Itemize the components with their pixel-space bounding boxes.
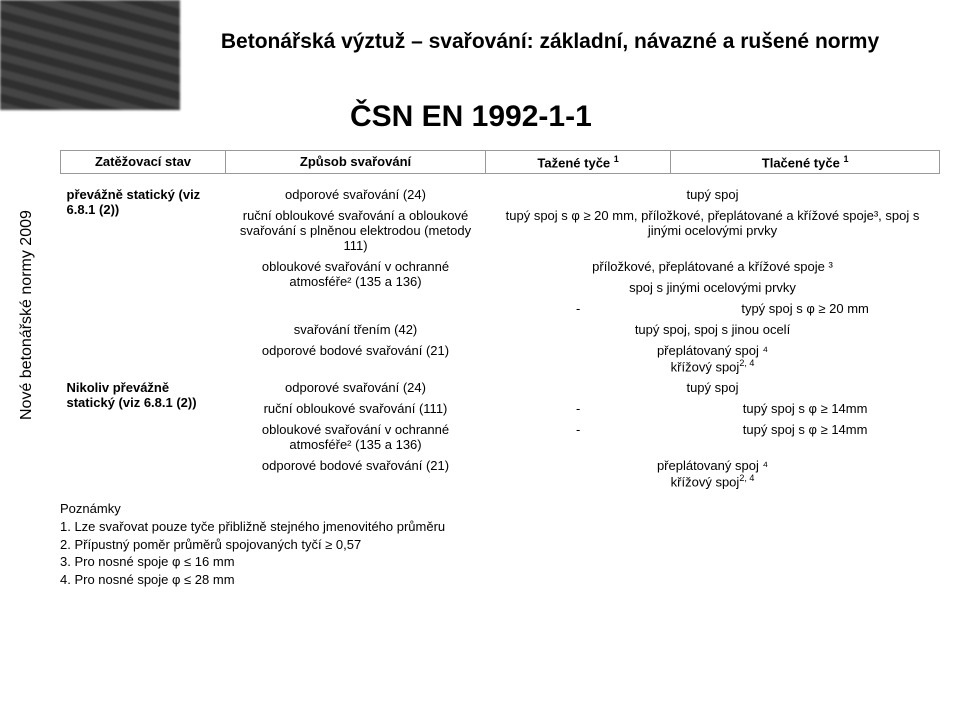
load-state-1: převážně statický (viz 6.8.1 (2)) (61, 184, 226, 377)
load-state-2: Nikoliv převážně statický (viz 6.8.1 (2)… (61, 377, 226, 492)
rebar-photo-bg (0, 0, 180, 110)
bars-left: - (486, 398, 671, 419)
col-compression-sup: 1 (843, 154, 848, 164)
note-line: 4. Pro nosné spoje φ ≤ 28 mm (60, 571, 940, 589)
bars-cell: přeplátovaný spoj ⁴ křížový spoj2, 4 (486, 340, 940, 377)
method-cell: obloukové svařování v ochranné atmosféře… (226, 256, 486, 319)
bars-right: tupý spoj s φ ≥ 14mm (671, 398, 940, 419)
bars-cell: tupý spoj (486, 377, 940, 398)
welding-table: Zatěžovací stav Způsob svařování Tažené … (60, 150, 940, 492)
bars-text: křížový spoj (671, 474, 740, 489)
note-line: 1. Lze svařovat pouze tyče přibližně ste… (60, 518, 940, 536)
method-cell: ruční obloukové svařování (111) (226, 398, 486, 419)
col-compression: Tlačené tyče 1 (671, 151, 940, 174)
bars-cell: tupý spoj s φ ≥ 20 mm, příložkové, přepl… (486, 205, 940, 256)
col-tension-label: Tažené tyče (537, 155, 610, 170)
notes-block: Poznámky 1. Lze svařovat pouze tyče přib… (60, 500, 940, 588)
bars-sup: 2, 4 (739, 473, 754, 483)
bars-right: tupý spoj s φ ≥ 14mm (671, 419, 940, 455)
page-header: Betonářská výztuž – svařování: základní,… (160, 30, 940, 54)
bars-left: - (486, 419, 671, 455)
bars-cell: tupý spoj (486, 184, 940, 205)
method-cell: odporové bodové svařování (21) (226, 340, 486, 377)
bars-line: přeplátovaný spoj ⁴ (492, 343, 934, 358)
bars-cell: přeplátovaný spoj ⁴ křížový spoj2, 4 (486, 455, 940, 492)
bars-cell: příložkové, přeplátované a křížové spoje… (486, 256, 940, 277)
bars-cell: spoj s jinými ocelovými prvky (486, 277, 940, 298)
method-cell: obloukové svařování v ochranné atmosféře… (226, 419, 486, 455)
method-cell: odporové svařování (24) (226, 377, 486, 398)
standard-title: ČSN EN 1992-1-1 (350, 100, 592, 134)
method-cell: svařování třením (42) (226, 319, 486, 340)
bars-sup: 2, 4 (739, 358, 754, 368)
table-row: převážně statický (viz 6.8.1 (2)) odporo… (61, 184, 940, 205)
method-cell: odporové bodové svařování (21) (226, 455, 486, 492)
bars-line: křížový spoj2, 4 (492, 473, 934, 489)
bars-line: přeplátovaný spoj ⁴ (492, 458, 934, 473)
sidebar-vertical-label: Nové betonářské normy 2009 (18, 260, 42, 580)
col-method: Způsob svařování (226, 151, 486, 174)
sidebar-text: Nové betonářské normy 2009 (18, 100, 36, 420)
bars-text: křížový spoj (671, 359, 740, 374)
bars-line: křížový spoj2, 4 (492, 358, 934, 374)
table-row: Nikoliv převážně statický (viz 6.8.1 (2)… (61, 377, 940, 398)
main-content: Zatěžovací stav Způsob svařování Tažené … (60, 150, 940, 686)
notes-title: Poznámky (60, 500, 940, 518)
note-line: 2. Přípustný poměr průměrů spojovaných t… (60, 536, 940, 554)
header-title: Betonářská výztuž – svařování: základní,… (160, 30, 940, 54)
bars-right: typý spoj s φ ≥ 20 mm (671, 298, 940, 319)
note-line: 3. Pro nosné spoje φ ≤ 16 mm (60, 553, 940, 571)
col-tension-sup: 1 (614, 154, 619, 164)
col-tension: Tažené tyče 1 (486, 151, 671, 174)
method-cell: ruční obloukové svařování a obloukové sv… (226, 205, 486, 256)
bars-cell: tupý spoj, spoj s jinou ocelí (486, 319, 940, 340)
col-compression-label: Tlačené tyče (762, 155, 840, 170)
bars-left: - (486, 298, 671, 319)
col-load: Zatěžovací stav (61, 151, 226, 174)
method-cell: odporové svařování (24) (226, 184, 486, 205)
